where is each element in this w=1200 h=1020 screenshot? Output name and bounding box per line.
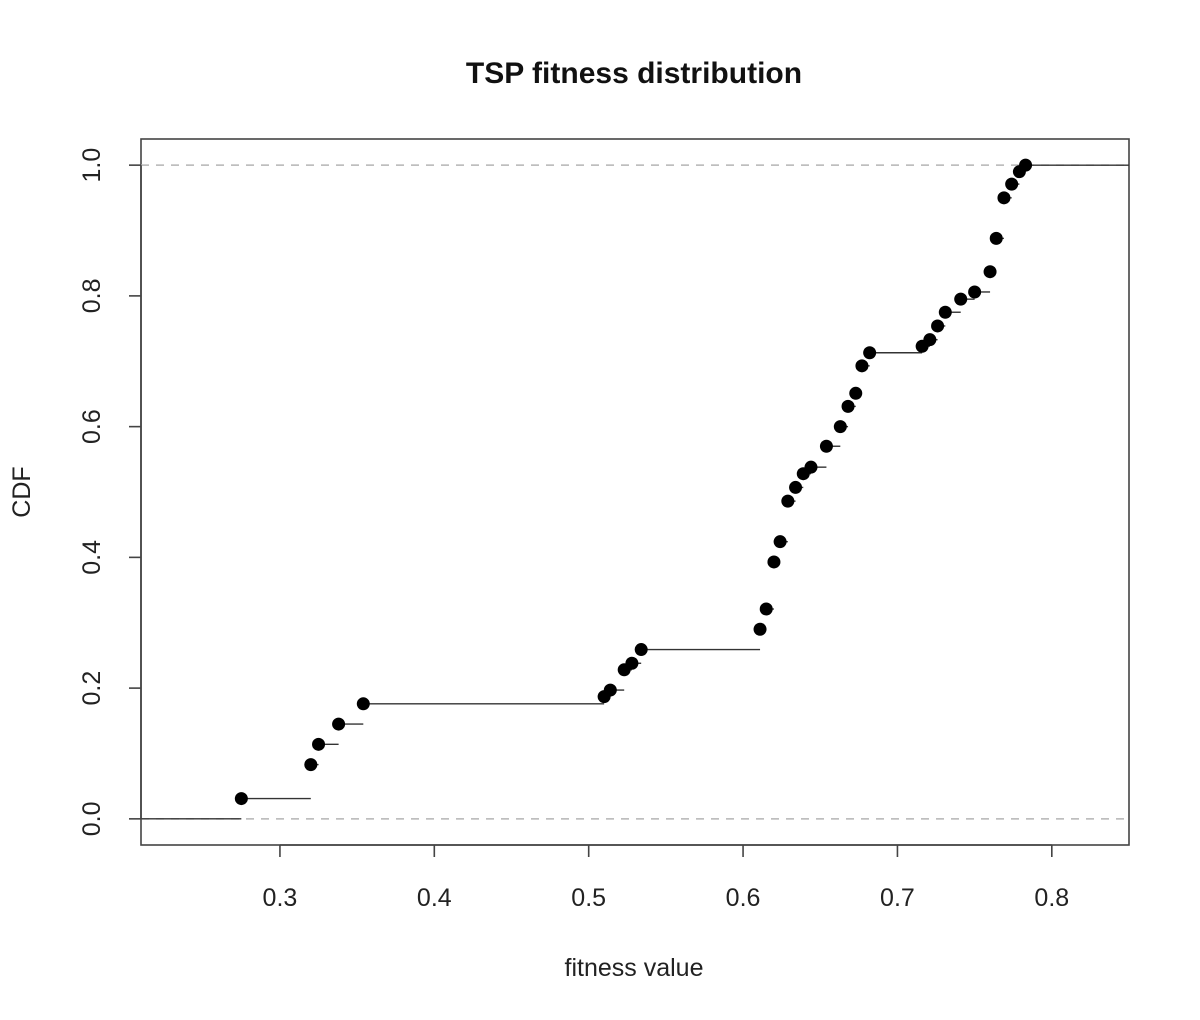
data-point [983, 265, 997, 279]
x-tick-label: 0.3 [263, 884, 298, 912]
data-point [849, 386, 863, 400]
plot-frame [140, 138, 1130, 846]
reference-lines [141, 164, 1129, 820]
data-point [833, 420, 847, 434]
data-point [954, 292, 968, 306]
data-point [855, 359, 869, 373]
data-point [603, 683, 617, 697]
x-tick-label: 0.7 [880, 884, 915, 912]
x-axis-label: fitness value [565, 954, 704, 982]
data-point [312, 737, 326, 751]
data-point [997, 191, 1011, 205]
x-tick-label: 0.4 [417, 884, 452, 912]
y-tick-label: 1.0 [78, 148, 106, 183]
data-point [1019, 158, 1033, 172]
data-point [356, 697, 370, 711]
y-axis: 0.0 0.2 0.4 0.6 0.8 1.0 [78, 148, 142, 836]
data-point [841, 399, 855, 413]
step-segments [141, 164, 1129, 820]
x-tick-label: 0.6 [726, 884, 761, 912]
y-tick-label: 0.0 [78, 801, 106, 836]
x-tick-label: 0.5 [571, 884, 606, 912]
data-point [634, 643, 648, 657]
data-point [931, 319, 945, 333]
y-tick-label: 0.4 [78, 540, 106, 575]
data-point [968, 285, 982, 299]
chart-title: TSP fitness distribution [466, 57, 802, 90]
data-point [234, 792, 248, 806]
data-point [989, 231, 1003, 245]
data-points [234, 158, 1033, 806]
data-point [1005, 177, 1019, 191]
y-axis-label: CDF [8, 466, 36, 517]
data-point [789, 480, 803, 494]
data-point [759, 602, 773, 616]
data-point [625, 656, 639, 670]
data-point [773, 535, 787, 549]
data-point [863, 346, 877, 360]
data-point [767, 555, 781, 569]
y-tick-label: 0.2 [78, 671, 106, 706]
y-tick-label: 0.8 [78, 279, 106, 314]
data-point [819, 439, 833, 453]
x-axis: 0.3 0.4 0.5 0.6 0.7 0.8 [263, 844, 1069, 912]
data-point [781, 494, 795, 508]
x-tick-label: 0.8 [1034, 884, 1069, 912]
data-point [923, 333, 937, 347]
y-tick-label: 0.6 [78, 409, 106, 444]
data-point [804, 460, 818, 474]
data-point [753, 622, 767, 636]
data-point [332, 717, 346, 731]
data-point [938, 305, 952, 319]
data-point [304, 758, 318, 772]
